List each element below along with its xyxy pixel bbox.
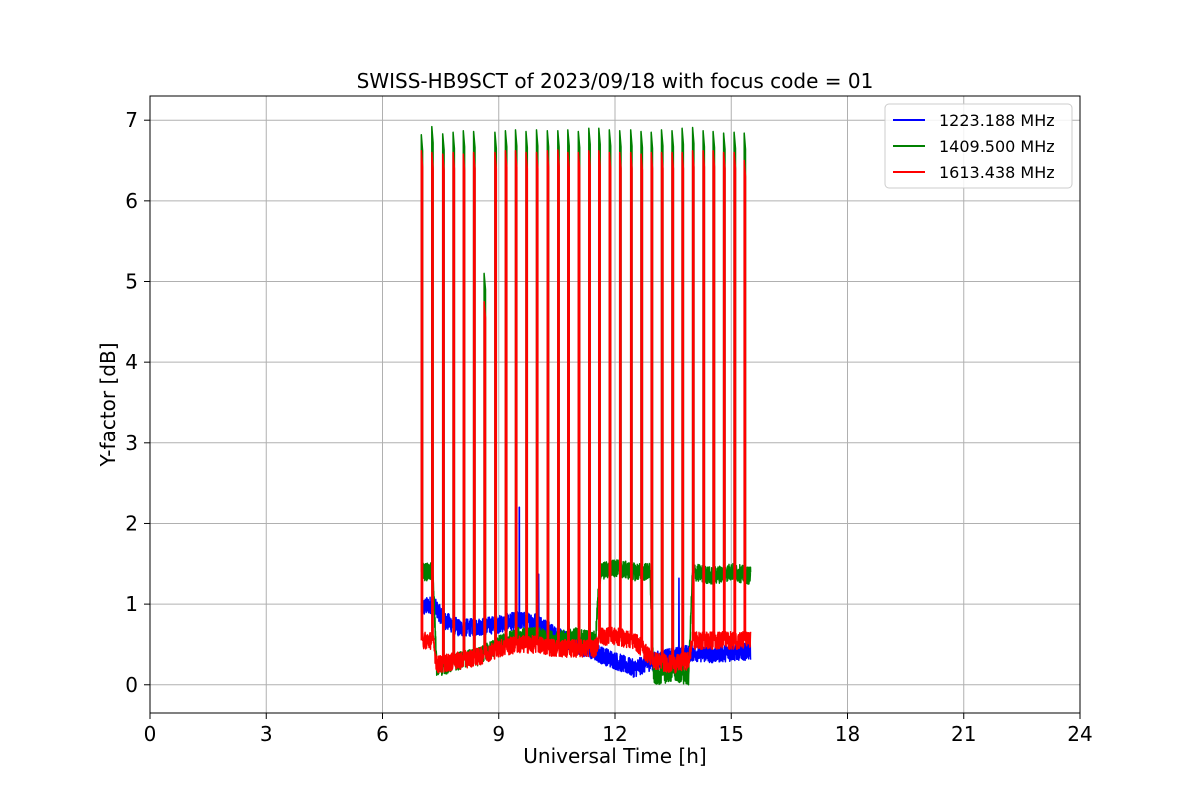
legend-entry: 1223.188 MHz — [939, 111, 1055, 130]
x-tick-label: 3 — [260, 722, 273, 746]
legend-box — [884, 103, 1073, 189]
y-tick-label: 2 — [125, 511, 138, 535]
x-tick-label: 12 — [602, 722, 627, 746]
x-tick-label: 21 — [951, 722, 976, 746]
legend-entry: 1613.438 MHz — [939, 163, 1055, 182]
y-tick-label: 1 — [125, 592, 138, 616]
y-tick-label: 5 — [125, 270, 138, 294]
y-axis-label: Y-factor [dB] — [96, 342, 120, 467]
x-tick-label: 24 — [1067, 722, 1092, 746]
x-axis-label: Universal Time [h] — [523, 744, 706, 768]
y-tick-label: 3 — [125, 431, 138, 455]
x-tick-label: 0 — [144, 722, 157, 746]
legend: 1223.188 MHz 1409.500 MHz 1613.438 MHz — [884, 103, 1073, 189]
grid — [150, 96, 1080, 713]
chart-title: SWISS-HB9SCT of 2023/09/18 with focus co… — [357, 69, 874, 93]
y-tick-label: 7 — [125, 108, 138, 132]
legend-entry: 1409.500 MHz — [939, 137, 1055, 156]
series-line — [420, 149, 752, 674]
plot-area — [420, 125, 752, 686]
y-tick-label: 0 — [125, 673, 138, 697]
x-tick-label: 15 — [719, 722, 744, 746]
x-tick-label: 9 — [492, 722, 505, 746]
y-tick-label: 6 — [125, 189, 138, 213]
y-tick-label: 4 — [125, 350, 138, 374]
x-tick-label: 6 — [376, 722, 389, 746]
x-tick-label: 18 — [835, 722, 860, 746]
